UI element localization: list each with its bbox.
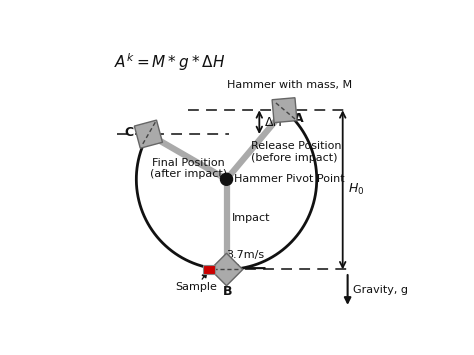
Polygon shape xyxy=(272,98,297,122)
Text: Gravity, g: Gravity, g xyxy=(353,285,408,295)
Polygon shape xyxy=(134,120,163,148)
Text: $H_0$: $H_0$ xyxy=(347,182,364,197)
Text: C: C xyxy=(124,126,133,139)
Text: Release Position
(before impact): Release Position (before impact) xyxy=(251,141,342,163)
Text: 3.7m/s: 3.7m/s xyxy=(227,250,264,260)
Text: ΔH: ΔH xyxy=(265,116,283,129)
Text: $A^k = M * g * \Delta H$: $A^k = M * g * \Delta H$ xyxy=(114,51,226,72)
Text: A: A xyxy=(294,111,304,125)
Polygon shape xyxy=(210,253,243,286)
Text: Hammer with mass, M: Hammer with mass, M xyxy=(228,80,353,90)
Text: B: B xyxy=(223,284,233,297)
Bar xyxy=(203,266,215,274)
Circle shape xyxy=(220,173,233,185)
Text: Impact: Impact xyxy=(232,213,271,223)
Text: Final Position
(after impact): Final Position (after impact) xyxy=(150,158,227,179)
Text: Sample: Sample xyxy=(176,273,218,292)
Text: Hammer Pivot Point: Hammer Pivot Point xyxy=(234,174,345,184)
